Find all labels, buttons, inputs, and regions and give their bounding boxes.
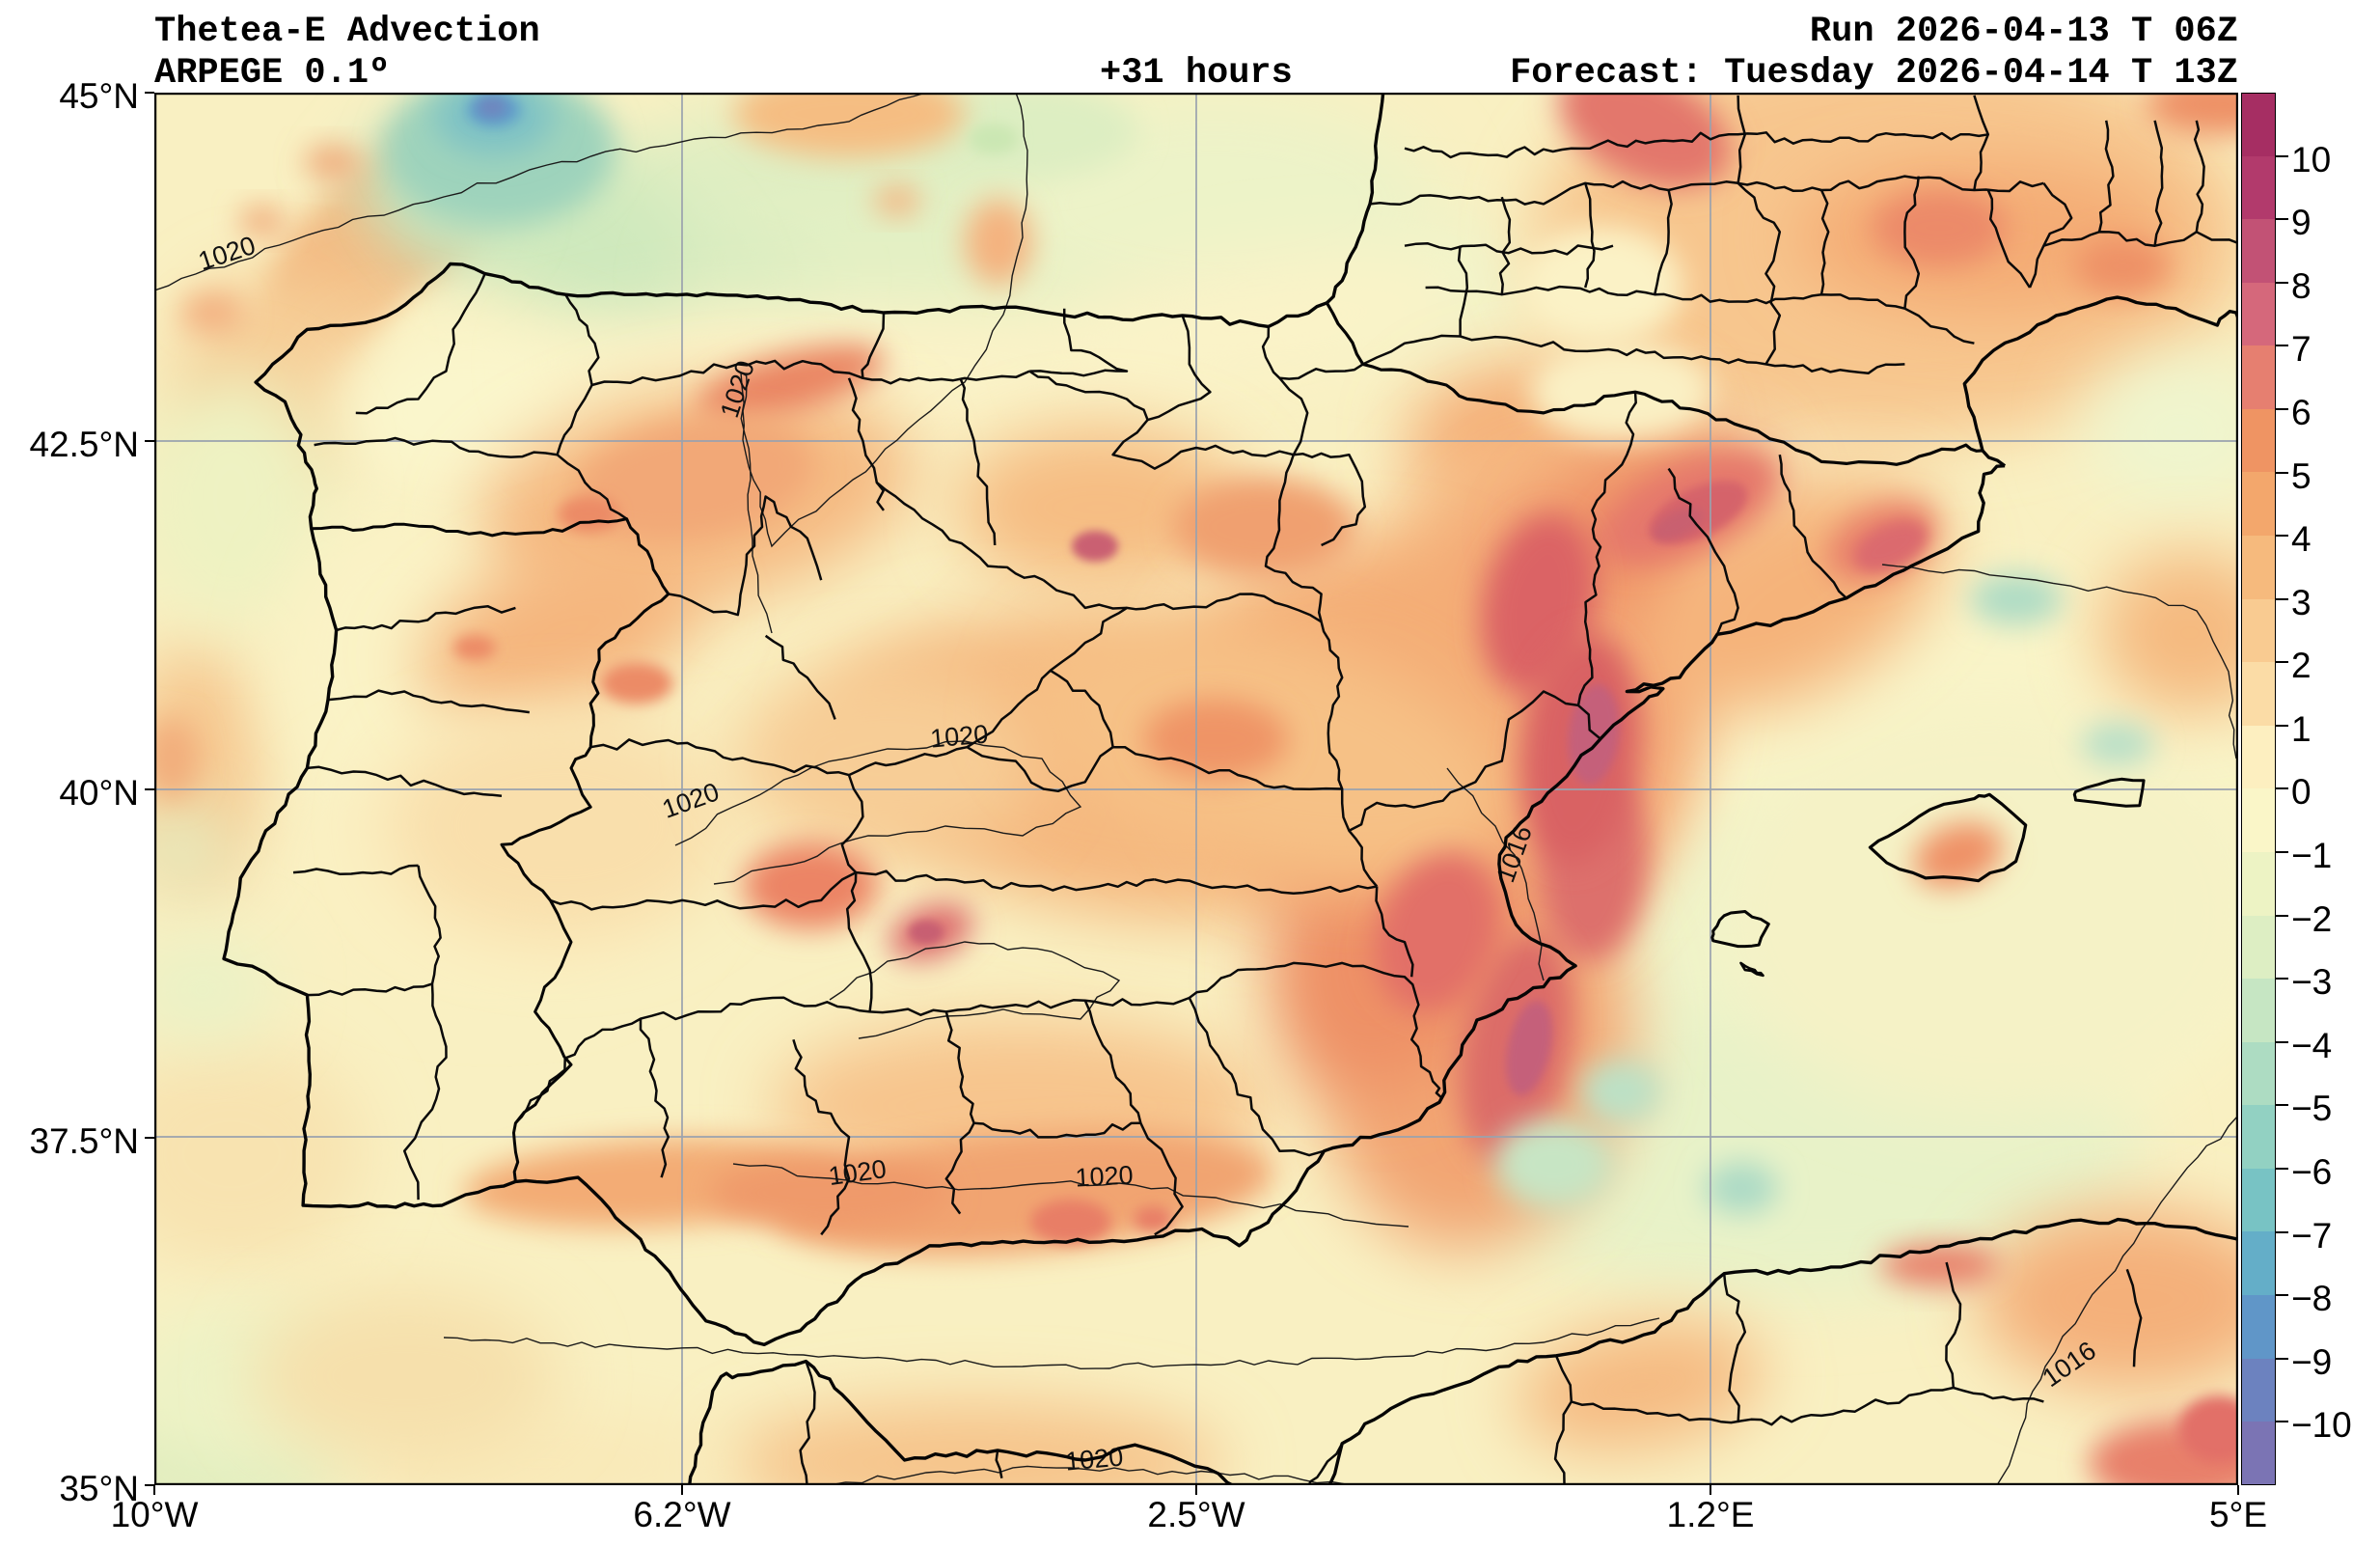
- svg-text:1020: 1020: [1075, 1160, 1135, 1192]
